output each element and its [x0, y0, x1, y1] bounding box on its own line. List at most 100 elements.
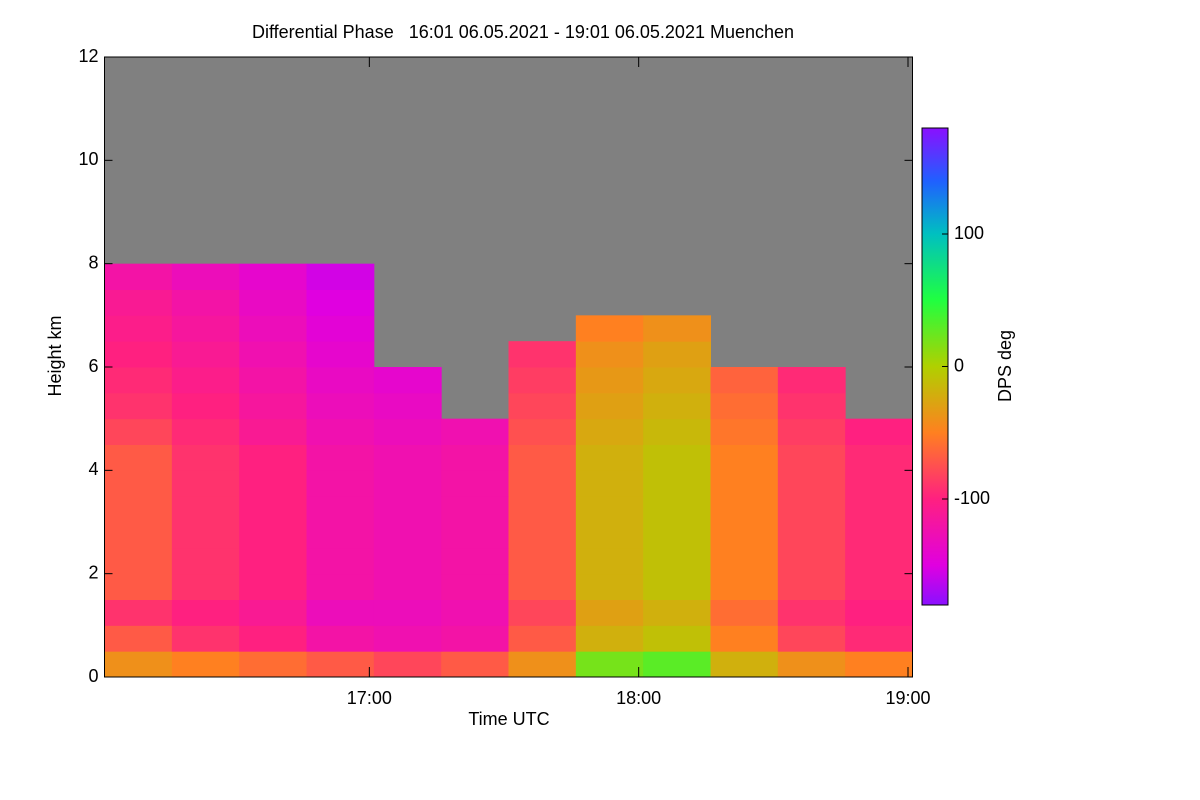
- heatmap-cell: [710, 496, 779, 523]
- heatmap-cell: [104, 367, 173, 394]
- heatmap-cell: [171, 367, 240, 394]
- heatmap-cell: [171, 263, 240, 290]
- heatmap-cell: [441, 522, 509, 549]
- heatmap-cell: [777, 522, 846, 549]
- x-tick-label: 17:00: [347, 688, 392, 708]
- heatmap-cell: [710, 625, 779, 652]
- heatmap-cell: [441, 625, 509, 652]
- heatmap-cell: [508, 651, 577, 678]
- heatmap-cell: [845, 470, 913, 497]
- heatmap-cell: [171, 470, 240, 497]
- heatmap-cell: [575, 573, 644, 600]
- heatmap-cell: [845, 547, 913, 575]
- heatmap-cell: [171, 496, 240, 523]
- heatmap-cell: [777, 573, 846, 600]
- heatmap-cell: [845, 496, 913, 523]
- heatmap-cell: [575, 522, 644, 549]
- heatmap-cell: [710, 418, 779, 445]
- heatmap-cell: [575, 496, 644, 523]
- heatmap-cell: [306, 496, 375, 523]
- heatmap-cell: [777, 625, 846, 652]
- y-tick-label: 4: [88, 459, 98, 479]
- heatmap-cell: [508, 392, 577, 420]
- heatmap-cell: [508, 547, 577, 575]
- heatmap-cell: [575, 444, 644, 471]
- heatmap-cell: [710, 599, 779, 626]
- heatmap-cell: [306, 263, 375, 290]
- heatmap-cell: [239, 547, 307, 575]
- heatmap-cell: [441, 547, 509, 575]
- heatmap-cell: [239, 418, 307, 445]
- heatmap-cell: [171, 599, 240, 626]
- heatmap-cell: [710, 573, 779, 600]
- heatmap-cell: [575, 547, 644, 575]
- heatmap-cell: [373, 418, 442, 445]
- heatmap-cell: [575, 651, 644, 678]
- heatmap-cell: [306, 392, 375, 420]
- heatmap-cell: [306, 625, 375, 652]
- heatmap-cell: [845, 599, 913, 626]
- heatmap-cell: [306, 341, 375, 368]
- heatmap-cell: [777, 444, 846, 471]
- heatmap-cell: [710, 470, 779, 497]
- heatmap-cell: [239, 651, 307, 678]
- heatmap-cell: [373, 599, 442, 626]
- heatmap-cell: [104, 418, 173, 445]
- heatmap-cell: [306, 599, 375, 626]
- heatmap-cell: [575, 315, 644, 342]
- heatmap-cell: [508, 625, 577, 652]
- heatmap-cell: [710, 522, 779, 549]
- heatmap-cell: [777, 367, 846, 394]
- heatmap-cell: [171, 289, 240, 316]
- heatmap-cell: [171, 341, 240, 368]
- heatmap-cell: [441, 470, 509, 497]
- heatmap-cell: [777, 392, 846, 420]
- heatmap-cell: [373, 547, 442, 575]
- heatmap-cell: [373, 573, 442, 600]
- heatmap-cell: [575, 625, 644, 652]
- y-tick-label: 6: [88, 356, 98, 376]
- heatmap-cell: [710, 651, 779, 678]
- heatmap-cell: [643, 651, 711, 678]
- y-tick-label: 2: [88, 562, 98, 582]
- heatmap-cell: [845, 651, 913, 678]
- heatmap-cell: [777, 651, 846, 678]
- heatmap-cell: [508, 496, 577, 523]
- y-tick-label: 8: [88, 252, 98, 272]
- heatmap-cell: [508, 367, 577, 394]
- heatmap-cell: [508, 418, 577, 445]
- y-tick-label: 0: [88, 666, 98, 686]
- heatmap-cell: [239, 367, 307, 394]
- heatmap-cell: [373, 625, 442, 652]
- heatmap-cell: [171, 522, 240, 549]
- heatmap-cell: [239, 289, 307, 316]
- heatmap-cell: [508, 573, 577, 600]
- heatmap-cell: [104, 625, 173, 652]
- heatmap-cell: [575, 470, 644, 497]
- heatmap-cell: [845, 522, 913, 549]
- heatmap-cell: [104, 315, 173, 342]
- heatmap-cell: [306, 522, 375, 549]
- heatmap-cell: [777, 470, 846, 497]
- heatmap-cell: [643, 392, 711, 420]
- heatmap-cell: [643, 418, 711, 445]
- heatmap-cell: [373, 522, 442, 549]
- heatmap-cell: [171, 315, 240, 342]
- y-axis-label: Height km: [45, 315, 65, 396]
- heatmap-cell: [508, 444, 577, 471]
- heatmap-cell: [104, 289, 173, 316]
- heatmap-cell: [104, 651, 173, 678]
- heatmap-cell: [171, 444, 240, 471]
- heatmap-cell: [239, 444, 307, 471]
- heatmap-cell: [104, 573, 173, 600]
- heatmap-cell: [171, 392, 240, 420]
- heatmap-cell: [171, 547, 240, 575]
- heatmap-cell: [643, 496, 711, 523]
- x-tick-label: 19:00: [885, 688, 930, 708]
- heatmap-cell: [306, 367, 375, 394]
- heatmap-cell: [171, 418, 240, 445]
- heatmap-cell: [575, 392, 644, 420]
- heatmap-cell: [171, 573, 240, 600]
- heatmap-cell: [373, 392, 442, 420]
